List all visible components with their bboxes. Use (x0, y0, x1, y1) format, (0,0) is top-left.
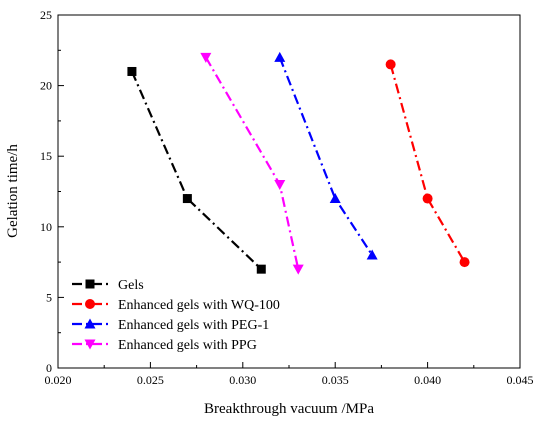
x-tick-label: 0.030 (229, 373, 256, 387)
legend-item: Enhanced gels with PPG (72, 338, 257, 353)
y-tick-label: 10 (40, 220, 52, 234)
legend-label: Gels (118, 278, 144, 293)
legend: Gels Enhanced gels with WQ-100 Enhanced ge… (72, 278, 280, 353)
series-line (278, 56, 374, 256)
series-3 (200, 52, 304, 275)
x-axis-title: Breakthrough vacuum /MPa (204, 401, 374, 417)
x-tick-label: 0.040 (414, 373, 441, 387)
y-axis-title: Gelation time/h (5, 144, 21, 238)
legend-marker (84, 318, 96, 329)
series-layer (127, 51, 470, 275)
data-point (366, 249, 378, 260)
series-line (204, 56, 300, 270)
data-point (127, 66, 137, 76)
legend-marker (85, 299, 95, 309)
data-point (182, 194, 192, 204)
y-axis-ticks: 0 5 10 15 20 25 (40, 8, 64, 375)
data-point (422, 193, 433, 204)
y-tick-label: 25 (40, 8, 52, 22)
data-point (256, 264, 266, 274)
data-point (274, 51, 286, 62)
data-point (385, 59, 396, 70)
legend-label: Enhanced gels with PPG (118, 338, 257, 353)
data-point (459, 257, 470, 268)
legend-item: Gels (72, 278, 144, 293)
data-point (274, 179, 286, 190)
series-line (389, 64, 466, 263)
series-0 (127, 66, 266, 274)
y-tick-label: 15 (40, 149, 52, 163)
legend-label: Enhanced gels with WQ-100 (118, 298, 280, 313)
series-2 (274, 51, 378, 260)
plot-frame (57, 14, 521, 369)
series-line (130, 71, 263, 270)
legend-item: Enhanced gels with WQ-100 (72, 298, 280, 313)
x-tick-label: 0.035 (322, 373, 349, 387)
data-point (292, 264, 304, 275)
legend-marker (84, 339, 96, 350)
x-tick-label: 0.045 (507, 373, 534, 387)
x-axis-ticks: 0.020 0.025 0.030 0.035 0.040 0.045 (45, 362, 534, 387)
x-tick-label: 0.025 (137, 373, 164, 387)
data-point (200, 52, 212, 63)
y-tick-label: 5 (46, 290, 52, 304)
y-tick-label: 20 (40, 79, 52, 93)
data-point (329, 193, 341, 204)
series-1 (385, 59, 470, 268)
legend-label: Enhanced gels with PEG-1 (118, 318, 269, 333)
legend-item: Enhanced gels with PEG-1 (72, 318, 269, 333)
legend-marker (85, 279, 95, 289)
x-tick-label: 0.020 (45, 373, 72, 387)
y-tick-label: 0 (46, 361, 52, 375)
